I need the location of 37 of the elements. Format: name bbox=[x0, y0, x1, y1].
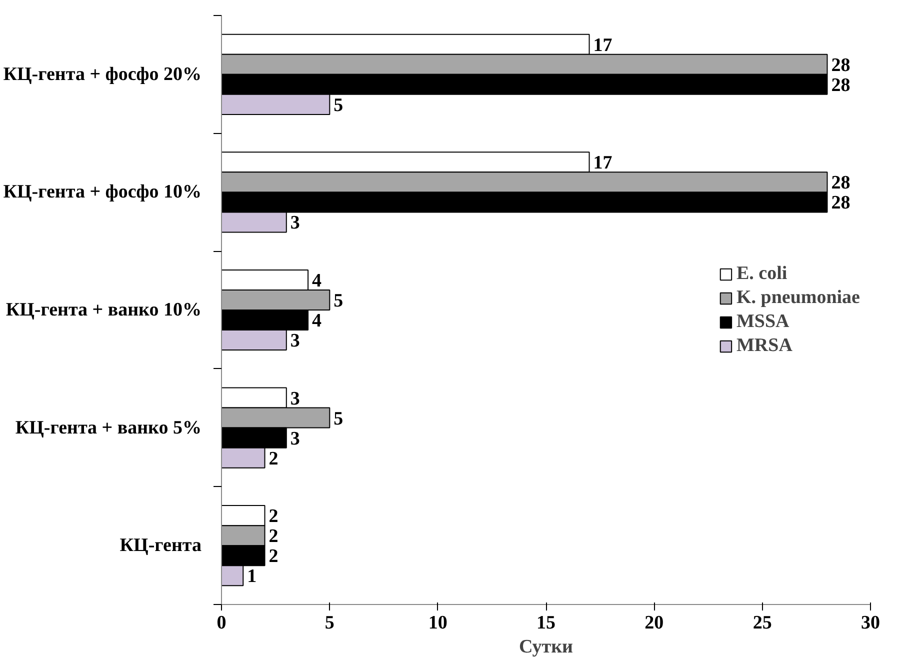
data-label: 5 bbox=[334, 408, 344, 430]
data-label: 17 bbox=[593, 34, 613, 56]
y-tick-label: КЦ-гента + фосфо 10% bbox=[3, 182, 202, 203]
y-tick-label: КЦ-гента + фосфо 20% bbox=[3, 64, 202, 85]
data-label: 5 bbox=[334, 290, 344, 312]
data-label: 3 bbox=[290, 330, 300, 352]
data-label: 17 bbox=[593, 152, 613, 174]
data-label: 3 bbox=[290, 388, 300, 410]
legend-label: MSSA bbox=[736, 310, 790, 332]
data-label: 1 bbox=[247, 566, 257, 588]
data-label: 4 bbox=[312, 270, 322, 292]
data-label: 2 bbox=[268, 526, 278, 548]
data-label: 28 bbox=[831, 54, 850, 76]
y-tick-label: КЦ-гента bbox=[120, 535, 202, 556]
data-label: 28 bbox=[831, 192, 850, 214]
data-label: 3 bbox=[290, 428, 300, 450]
data-label: 3 bbox=[290, 212, 300, 234]
legend-label: MRSA bbox=[736, 334, 792, 356]
x-tick-label: 5 bbox=[324, 612, 334, 634]
y-tick-label: КЦ-гента + ванко 10% bbox=[6, 300, 202, 320]
data-label: 2 bbox=[268, 506, 278, 528]
data-label: 2 bbox=[268, 546, 278, 568]
legend-label: E. coli bbox=[736, 262, 788, 284]
data-label: 28 bbox=[831, 172, 850, 194]
data-label: 4 bbox=[312, 310, 322, 332]
x-tick-label: 20 bbox=[644, 612, 664, 634]
data-label: 28 bbox=[831, 74, 850, 96]
x-tick-label: 10 bbox=[428, 612, 448, 634]
legend-label: K. pneumoniae bbox=[736, 286, 860, 308]
x-tick-label: 0 bbox=[216, 612, 226, 634]
data-label: 2 bbox=[268, 448, 278, 470]
data-label: 5 bbox=[334, 94, 344, 116]
x-tick-label: 15 bbox=[536, 612, 556, 634]
y-tick-label: КЦ-гента + ванко 5% bbox=[15, 417, 202, 438]
x-tick-label: 25 bbox=[752, 612, 772, 634]
x-axis-title: Сутки bbox=[519, 636, 574, 658]
x-tick-label: 30 bbox=[861, 612, 880, 634]
